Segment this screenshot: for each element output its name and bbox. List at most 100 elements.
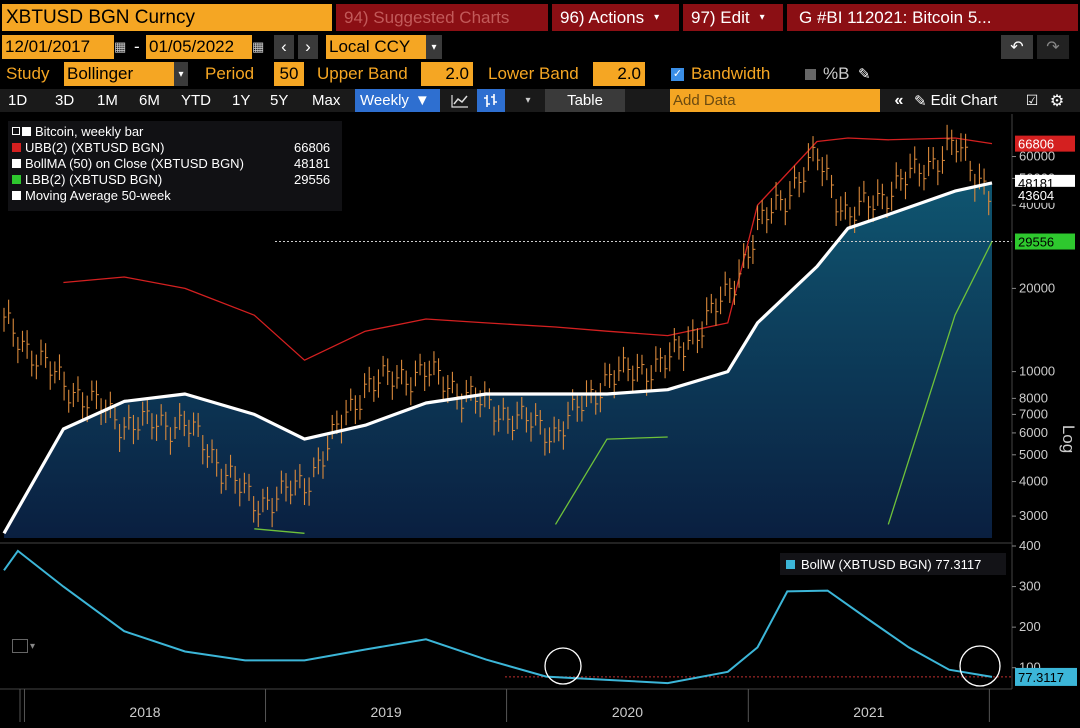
legend-label: BollMA (50) on Close (XBTUSD BGN) [25, 155, 244, 171]
next-arrow-button[interactable]: › [298, 35, 318, 59]
upper-band-input[interactable]: 2.0 [421, 62, 473, 86]
edit-label: 97) Edit [691, 7, 750, 27]
gear-icon[interactable]: ⚙ [1049, 92, 1065, 110]
legend-swatch [12, 190, 21, 200]
period-1d-button[interactable]: 1D [8, 92, 28, 109]
y-tick-label: 4000 [1019, 474, 1048, 489]
ma-line [2, 181, 993, 535]
ticker-field[interactable]: XBTUSD BGN Curncy [2, 4, 332, 31]
edit-menu[interactable]: 97) Edit ▾ [683, 4, 783, 31]
study-dropdown[interactable]: Bollinger [64, 62, 174, 86]
frequency-dropdown[interactable]: Weekly ▼ [355, 89, 440, 112]
legend-row-ma50[interactable]: Moving Average 50-week [12, 187, 338, 203]
study-toggle-icon[interactable]: ▾ [12, 638, 40, 654]
calendar-icon[interactable]: ▦ [114, 39, 127, 54]
lower-band-label: Lower Band [488, 64, 579, 83]
log-scale-label: Log [1059, 425, 1078, 453]
table-button[interactable]: Table [545, 89, 625, 112]
date-separator: - [134, 37, 140, 56]
period-label: Period [205, 64, 255, 83]
legend-row-lbb[interactable]: LBB(2) (XBTUSD BGN) 29556 [12, 171, 338, 187]
study-label: Study [6, 64, 50, 83]
y-tick-label: 60000 [1019, 149, 1055, 164]
bandwidth-panel [3, 549, 1012, 687]
y-tick-label: 10000 [1019, 364, 1055, 379]
collapse-icon[interactable]: « [894, 91, 904, 109]
ubb-value-tag-text: 66806 [1018, 137, 1054, 152]
lbb-value-tag-text: 29556 [1018, 235, 1054, 250]
caret-down-icon[interactable]: ▾ [426, 35, 442, 59]
y-tick-label: 5000 [1019, 447, 1048, 462]
price-value-tag-text: 43604 [1018, 188, 1054, 203]
legend-swatch [12, 158, 21, 168]
period-3d-button[interactable]: 3D [55, 92, 75, 109]
period-max-button[interactable]: Max [312, 92, 341, 109]
prev-arrow-button[interactable]: ‹ [274, 35, 294, 59]
bw-y-tick-label: 300 [1019, 579, 1041, 594]
y-tick-label: 3000 [1019, 508, 1048, 523]
lbb-line [554, 436, 668, 525]
mini-chart-icon [12, 639, 28, 653]
x-year-label: 2020 [612, 704, 643, 720]
actions-menu[interactable]: 96) Actions ▾ [552, 4, 679, 31]
add-data-input[interactable]: Add Data [670, 89, 880, 112]
y-tick-label: 6000 [1019, 425, 1048, 440]
percent-b-label: %B [823, 64, 850, 83]
legend-row-ma[interactable]: BollMA (50) on Close (XBTUSD BGN) 48181 [12, 155, 338, 171]
legend-label: Moving Average 50-week [25, 187, 171, 203]
bw-value-tag-text: 77.3117 [1018, 670, 1064, 685]
highlight-circle [959, 645, 1001, 687]
study-bar: Study Bollinger ▾ Period 50 Upper Band 2… [0, 62, 1080, 86]
frequency-label: Weekly [360, 92, 409, 109]
ubb-line [63, 137, 993, 361]
bandwidth-checkbox[interactable]: ✓ [671, 62, 687, 86]
upper-band-label: Upper Band [317, 64, 408, 83]
legend-swatch [12, 174, 21, 184]
period-6m-button[interactable]: 6M [139, 92, 160, 109]
line-chart-icon[interactable] [447, 89, 473, 112]
legend-value: 66806 [294, 139, 331, 155]
bw-y-tick-label: 400 [1019, 538, 1041, 553]
lbb-line [887, 241, 993, 525]
period-1y-button[interactable]: 1Y [232, 92, 251, 109]
legend-value: 29556 [294, 171, 331, 187]
legend-row-ubb[interactable]: UBB(2) (XBTUSD BGN) 66806 [12, 139, 338, 155]
bw-value-tag-box [1015, 667, 1077, 686]
currency-dropdown[interactable]: Local CCY [326, 35, 426, 59]
period-1m-button[interactable]: 1M [97, 92, 118, 109]
end-date-field[interactable]: 01/05/2022 [146, 35, 252, 59]
x-year-label: 2019 [370, 704, 401, 720]
period-ytd-button[interactable]: YTD [181, 92, 211, 109]
annotate-icon[interactable]: ☑ [1025, 92, 1039, 108]
bandwidth-line [3, 549, 993, 685]
period-5y-button[interactable]: 5Y [270, 92, 289, 109]
chart-title[interactable]: G #BI 112021: Bitcoin 5... [787, 4, 1078, 31]
suggested-charts-button[interactable]: 94) Suggested Charts [336, 4, 548, 31]
x-year-label: 2018 [129, 704, 160, 720]
period-input[interactable]: 50 [274, 62, 304, 86]
legend-square-icon [12, 127, 20, 135]
caret-down-icon[interactable]: ▾ [174, 62, 188, 86]
caret-down-icon[interactable]: ▾ [525, 95, 531, 106]
caret-down-icon: ▾ [654, 12, 660, 23]
bandwidth-legend[interactable]: BollW (XBTUSD BGN) 77.3117 [780, 553, 1006, 575]
percent-b-checkbox[interactable] [805, 62, 821, 86]
price-value-tag-box [1015, 186, 1075, 203]
header-bar: XBTUSD BGN Curncy 94) Suggested Charts 9… [0, 4, 1080, 31]
bw-y-tick-label: 200 [1019, 619, 1041, 634]
legend-title-row: Bitcoin, weekly bar [12, 123, 338, 139]
calendar-icon[interactable]: ▦ [252, 39, 265, 54]
lbb-line [254, 528, 305, 534]
caret-down-icon: ▾ [759, 12, 765, 23]
redo-icon[interactable]: ↷ [1037, 35, 1069, 59]
start-date-field[interactable]: 12/01/2017 [2, 35, 114, 59]
lower-band-input[interactable]: 2.0 [593, 62, 645, 86]
date-range-bar: 12/01/2017 ▦ - 01/05/2022 ▦ ‹ › Local CC… [0, 35, 1080, 59]
lbb-value-tag-box [1015, 233, 1075, 250]
bar-chart-icon[interactable] [477, 89, 505, 112]
edit-chart-button[interactable]: ✎ Edit Chart [914, 89, 1014, 112]
chart-area[interactable]: 3000400050006000700080001000020000400005… [0, 114, 1080, 727]
pencil-icon[interactable]: ✎ [858, 66, 871, 83]
undo-icon[interactable]: ↶ [1001, 35, 1033, 59]
legend-square-icon [22, 126, 31, 136]
